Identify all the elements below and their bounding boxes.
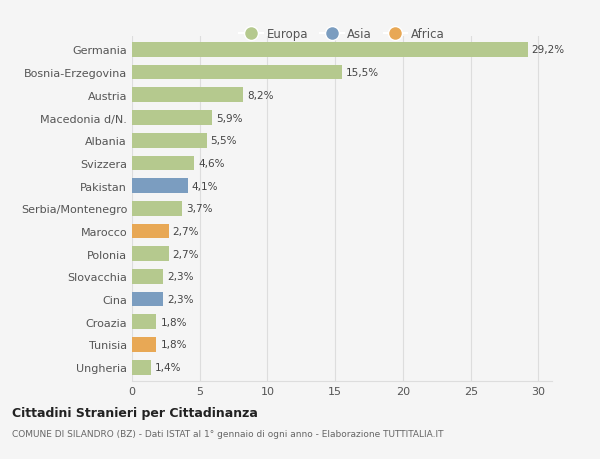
Text: 3,7%: 3,7% (186, 204, 212, 214)
Text: 29,2%: 29,2% (532, 45, 565, 55)
Bar (132, 247, 169, 262)
Text: 4,6%: 4,6% (199, 158, 225, 168)
Bar (132, 179, 188, 194)
Text: 8,2%: 8,2% (247, 90, 274, 101)
Bar (132, 360, 151, 375)
Text: 1,8%: 1,8% (160, 317, 187, 327)
Text: 15,5%: 15,5% (346, 68, 379, 78)
Bar (132, 66, 342, 80)
Text: COMUNE DI SILANDRO (BZ) - Dati ISTAT al 1° gennaio di ogni anno - Elaborazione T: COMUNE DI SILANDRO (BZ) - Dati ISTAT al … (12, 429, 443, 438)
Bar (132, 134, 206, 148)
Text: 1,4%: 1,4% (155, 363, 182, 372)
Bar (132, 224, 169, 239)
Text: 2,7%: 2,7% (173, 226, 199, 236)
Text: Cittadini Stranieri per Cittadinanza: Cittadini Stranieri per Cittadinanza (12, 406, 258, 419)
Text: 5,5%: 5,5% (211, 136, 237, 146)
Bar (132, 88, 243, 103)
Text: 4,1%: 4,1% (191, 181, 218, 191)
Bar (132, 315, 157, 330)
Bar (132, 337, 157, 352)
Text: 2,7%: 2,7% (173, 249, 199, 259)
Bar (132, 111, 212, 126)
Bar (132, 43, 527, 58)
Bar (132, 292, 163, 307)
Text: 2,3%: 2,3% (167, 272, 194, 282)
Text: 5,9%: 5,9% (216, 113, 242, 123)
Bar (132, 269, 163, 284)
Bar (132, 202, 182, 216)
Bar (132, 156, 194, 171)
Text: 1,8%: 1,8% (160, 340, 187, 350)
Text: 2,3%: 2,3% (167, 294, 194, 304)
Legend: Europa, Asia, Africa: Europa, Asia, Africa (235, 24, 449, 46)
